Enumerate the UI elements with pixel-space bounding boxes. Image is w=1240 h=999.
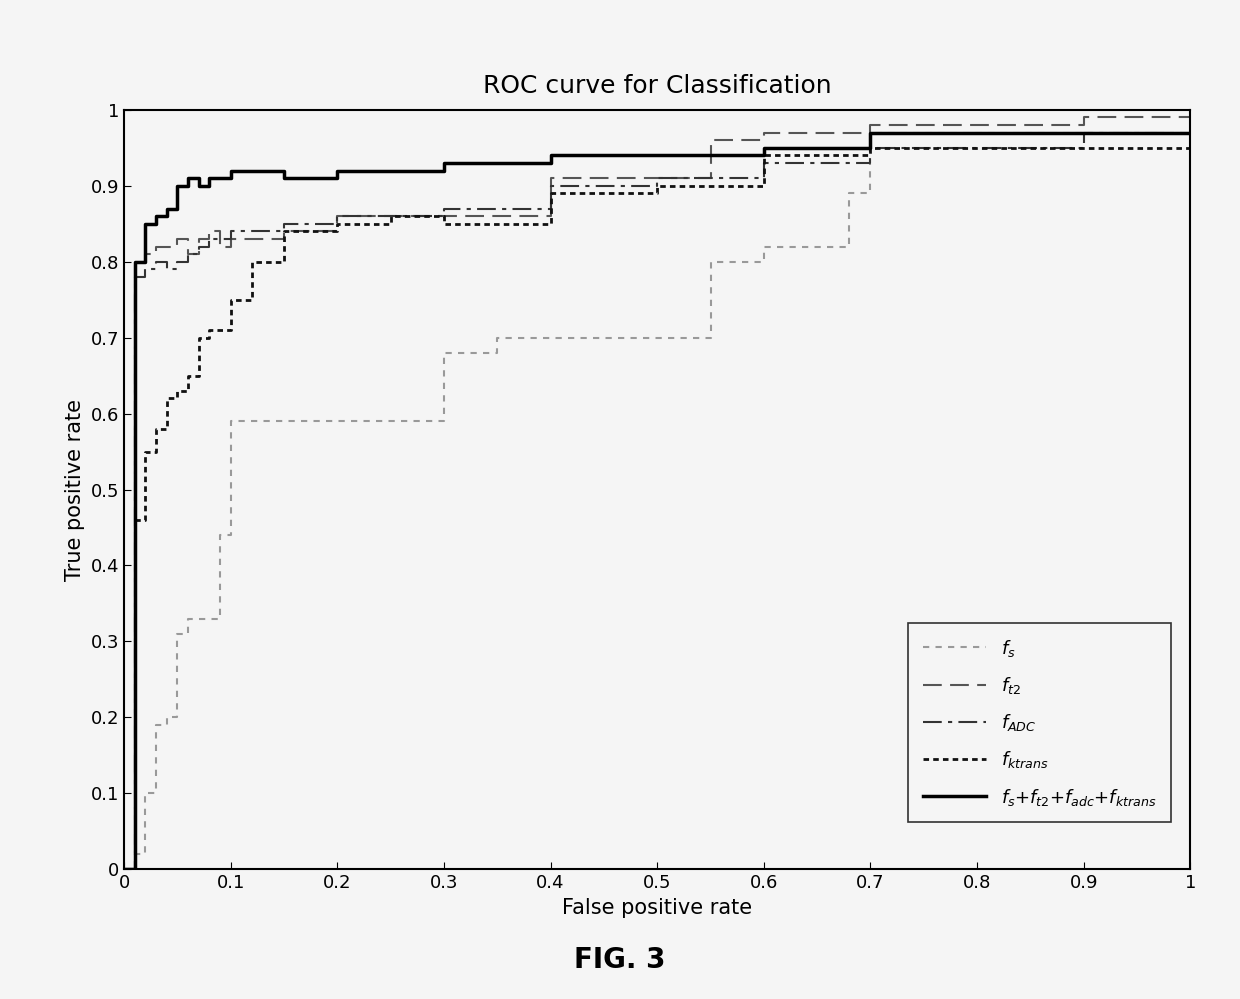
- Text: FIG. 3: FIG. 3: [574, 946, 666, 974]
- Legend: $f_s$, $f_{t2}$, $f_{ADC}$, $f_{ktrans}$, $f_s$$+$$f_{t2}$$+$$f_{adc}$$+$$f_{ktr: $f_s$, $f_{t2}$, $f_{ADC}$, $f_{ktrans}$…: [909, 623, 1171, 822]
- X-axis label: False positive rate: False positive rate: [562, 897, 753, 917]
- Y-axis label: True positive rate: True positive rate: [64, 399, 86, 580]
- Title: ROC curve for Classification: ROC curve for Classification: [482, 74, 832, 98]
